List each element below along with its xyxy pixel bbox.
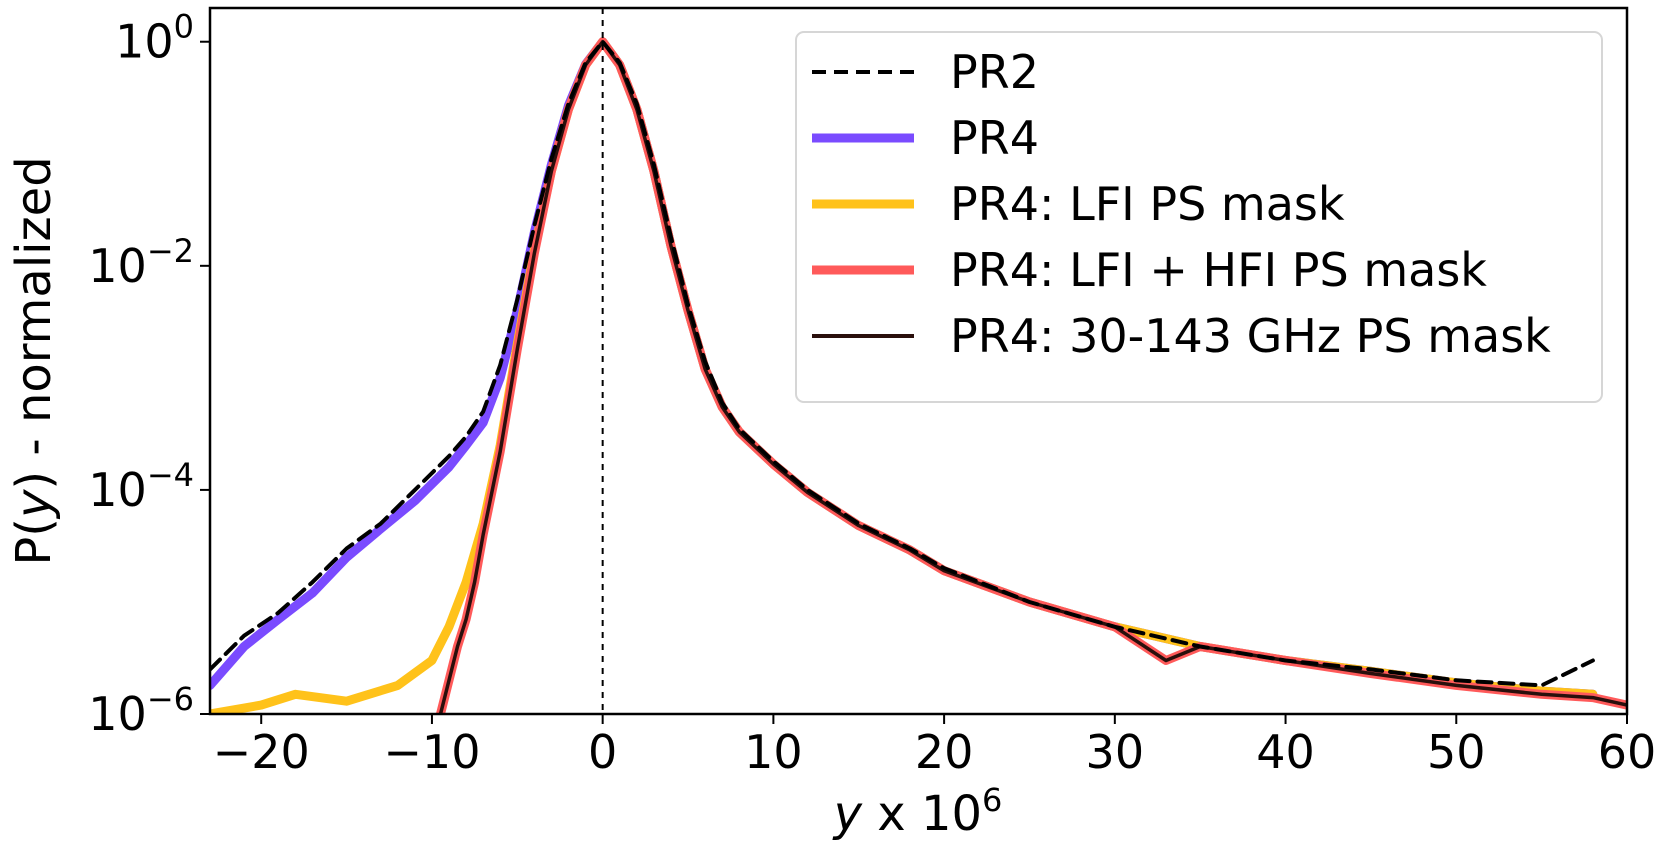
series-layer bbox=[210, 37, 1627, 714]
y-axis-title: P(y) - normalized bbox=[6, 156, 62, 565]
legend: PR2 PR4 PR4: LFI PS mask PR4: LFI + HFI PS … bbox=[795, 31, 1603, 403]
x-tick-label: 40 bbox=[1256, 725, 1315, 779]
x-tick-label: −10 bbox=[383, 725, 480, 779]
series-line-1 bbox=[210, 39, 1595, 688]
legend-label-3: PR4: LFI PS mask bbox=[950, 177, 1345, 231]
plot-frame bbox=[208, 6, 1629, 716]
y-tick-label: 10−2 bbox=[88, 232, 194, 293]
y-tick-label: 100 bbox=[115, 8, 194, 69]
legend-box bbox=[795, 31, 1603, 403]
y-tick-label: 10−4 bbox=[88, 456, 194, 517]
legend-label-5: PR4: 30-143 GHz PS mask bbox=[950, 309, 1551, 363]
x-tick-label: 60 bbox=[1598, 725, 1657, 779]
x-axis: −20 −10 0 10 20 30 40 50 60 bbox=[213, 714, 1657, 779]
legend-label-2: PR4 bbox=[950, 111, 1039, 165]
legend-label-1: PR2 bbox=[950, 45, 1039, 99]
y-axis: 10−6 10−4 10−2 100 bbox=[88, 8, 210, 741]
x-tick-label: 10 bbox=[744, 725, 803, 779]
legend-label-4: PR4: LFI + HFI PS mask bbox=[950, 243, 1487, 297]
x-axis-title: y x 106 bbox=[832, 781, 1003, 842]
y-tick-label: 10−6 bbox=[88, 680, 194, 741]
x-tick-label: 20 bbox=[915, 725, 974, 779]
x-tick-label: 0 bbox=[588, 725, 617, 779]
x-tick-label: −20 bbox=[213, 725, 310, 779]
x-tick-label: 30 bbox=[1086, 725, 1145, 779]
x-tick-label: 50 bbox=[1427, 725, 1486, 779]
